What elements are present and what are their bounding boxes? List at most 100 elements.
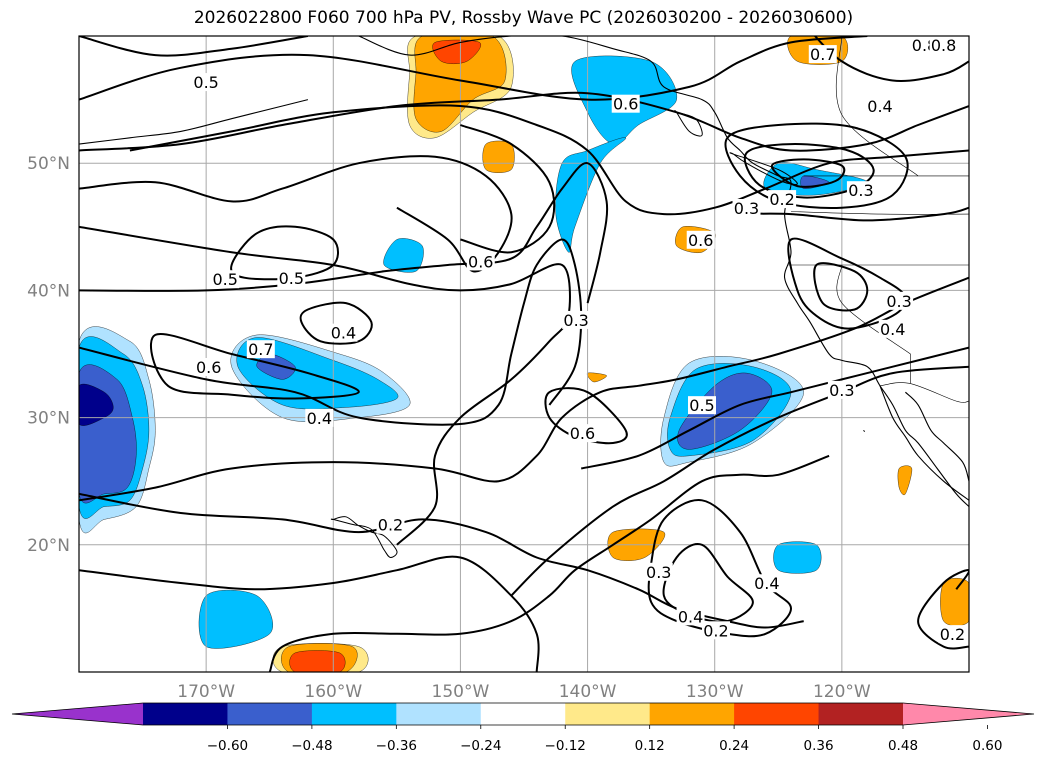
map-frame: [78, 35, 970, 673]
colorbar-tick-label: −0.36: [376, 738, 417, 754]
shade-orange-small1: [482, 140, 515, 173]
contour-label: 0.2: [940, 625, 965, 644]
contour-label-bg: [885, 291, 914, 310]
contour-label: 0.4: [331, 324, 356, 343]
contour-label: 0.3: [563, 311, 588, 330]
colorbar-tick-label: 0.24: [719, 738, 749, 754]
contour-label: 0.5: [212, 270, 237, 289]
contour-label: 0.3: [829, 381, 854, 400]
colorbar-tick-label: −0.60: [207, 738, 248, 754]
colorbar-segment: [396, 703, 482, 725]
contour-c10: [79, 225, 571, 546]
contour-label: 0.3: [734, 199, 759, 218]
contour-label-bg: [768, 190, 797, 209]
shade-orange-south-dk: [289, 650, 346, 672]
lon-tick-label: 140°W: [559, 682, 617, 702]
contour-c3: [129, 104, 969, 216]
shade-blue-ak-stem: [555, 137, 626, 253]
colorbar-segment: [143, 703, 228, 725]
contour-c29: [917, 569, 969, 650]
contour-c11: [299, 301, 373, 345]
contour-c8: [230, 225, 340, 281]
colorbar: −0.60 −0.48 −0.36 −0.24 −0.12 0.12 0.24 0.36 0.4…: [11, 702, 1035, 754]
contour-c21: [647, 499, 793, 638]
contour-label-bg: [676, 607, 705, 626]
contour-c24: [79, 555, 540, 672]
lat-tick-label: 40°N: [27, 281, 70, 301]
shade-blue-small1: [383, 238, 424, 273]
colorbar-extend-max: [903, 703, 1034, 725]
contour-label: 0.2: [769, 190, 794, 209]
colorbar-segment: [227, 703, 313, 725]
shade-orange-small4: [586, 372, 607, 383]
contour-label: 0.6: [613, 95, 638, 114]
contour-c5: [743, 143, 875, 199]
contour-label: 0.3: [848, 181, 873, 200]
contour-label-bg: [211, 270, 240, 289]
border-us-mexico: [879, 382, 969, 403]
lat-tick-label: 30°N: [27, 409, 70, 429]
contour-c19: [580, 346, 969, 470]
contour-label: 0.4: [678, 607, 703, 626]
contour-c20: [510, 365, 969, 597]
lon-tick-label: 130°W: [686, 682, 744, 702]
graticule: [79, 36, 969, 672]
contour-label: 0.3: [646, 563, 671, 582]
contour-c23: [268, 454, 830, 672]
contour-label: 0.4: [867, 97, 892, 116]
contour-label-bg: [562, 310, 591, 329]
contour-label-bg: [305, 408, 334, 427]
contour-c1: [79, 36, 868, 101]
colorbar-tick-label: 0.60: [972, 738, 1002, 754]
coastline-aleutians: [79, 99, 309, 145]
contour-label: 0.5: [279, 269, 304, 288]
contour-label-bg: [194, 357, 223, 376]
shade-orange-mex: [897, 465, 913, 496]
colorbar-extend-min: [12, 703, 143, 725]
contour-c26: [79, 36, 309, 57]
contour-c13: [150, 332, 360, 400]
contour-label-bg: [688, 396, 716, 415]
border-ca-nv: [836, 264, 911, 355]
contour-label-bg: [866, 97, 894, 116]
contour-c25: [460, 124, 556, 254]
contour-label-bg: [732, 198, 761, 217]
colorbar-tick-label: −0.48: [291, 738, 332, 754]
lon-tick-label: 120°W: [813, 682, 871, 702]
contour-c2: [79, 91, 969, 152]
colorbar-segment: [311, 703, 397, 725]
contour-labels: 0.50.6 0.40.7 0.80.80.30.3 0.20.60.60.5 0.50…: [192, 36, 967, 644]
contour-label-bg: [568, 424, 597, 443]
contour-c15: [79, 492, 804, 629]
contour-label-bg: [277, 268, 306, 287]
map-background: [79, 36, 969, 672]
colorbar-tick-label: 0.12: [635, 738, 665, 754]
contour-c12: [79, 238, 583, 426]
lon-tick-label: 150°W: [432, 682, 490, 702]
contour-label: 0.3: [886, 292, 911, 311]
contour-label-bg: [808, 45, 837, 64]
colorbar-segment: [734, 703, 820, 725]
contour-label-bg: [938, 625, 967, 644]
contour-label-bg: [929, 36, 958, 55]
contour-label: 0.7: [810, 45, 835, 64]
border-bc-ab: [835, 36, 919, 177]
contour-label: 0.4: [754, 574, 779, 593]
pv-contour-layer: [79, 36, 969, 672]
latitude-labels: 50°N 40°N 30°N 20°N: [27, 154, 70, 556]
contour-c16: [544, 387, 628, 445]
lon-tick-label: 170°W: [177, 682, 235, 702]
contour-label: 0.6: [468, 252, 493, 271]
contour-label: 0.6: [570, 424, 595, 443]
contour-label: 0.7: [248, 340, 273, 359]
shade-orange-se: [940, 577, 969, 627]
contour-label: 0.6: [688, 231, 713, 250]
colorbar-tick-label: 0.36: [804, 738, 834, 754]
lon-tick-label: 160°W: [304, 682, 362, 702]
contour-c9: [79, 162, 609, 304]
contour-label: 0.5: [193, 73, 218, 92]
contour-label-bg: [752, 574, 781, 593]
contour-label-bg: [878, 319, 907, 338]
contour-c4: [724, 122, 909, 209]
contour-label: 0.2: [378, 516, 403, 535]
